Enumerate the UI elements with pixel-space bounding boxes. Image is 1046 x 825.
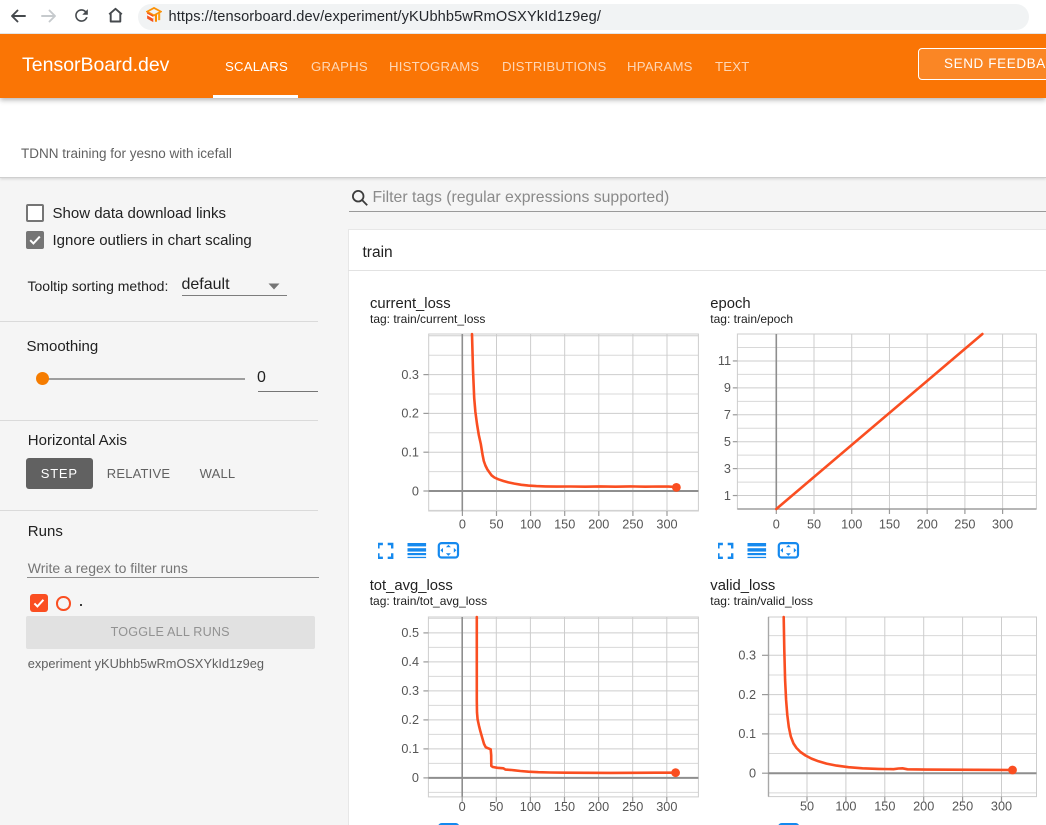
svg-text:300: 300: [992, 517, 1013, 531]
svg-text:100: 100: [841, 517, 862, 531]
svg-text:100: 100: [835, 800, 856, 814]
svg-text:50: 50: [799, 800, 813, 814]
svg-text:200: 200: [913, 800, 934, 814]
svg-text:0.2: 0.2: [401, 713, 419, 727]
svg-text:0: 0: [458, 517, 465, 531]
svg-text:250: 250: [622, 517, 643, 531]
svg-text:7: 7: [724, 408, 731, 422]
svg-text:5: 5: [724, 435, 731, 449]
svg-text:0.3: 0.3: [401, 684, 419, 698]
svg-text:300: 300: [990, 800, 1011, 814]
svg-text:150: 150: [554, 517, 575, 531]
svg-text:0: 0: [772, 517, 779, 531]
svg-text:0.3: 0.3: [401, 368, 419, 382]
svg-text:0.1: 0.1: [401, 742, 419, 756]
svg-text:0.2: 0.2: [738, 688, 756, 702]
svg-text:300: 300: [656, 517, 677, 531]
svg-text:100: 100: [520, 517, 541, 531]
svg-text:50: 50: [489, 517, 503, 531]
svg-text:250: 250: [954, 517, 975, 531]
svg-text:9: 9: [724, 381, 731, 395]
svg-text:250: 250: [952, 800, 973, 814]
svg-text:0: 0: [458, 799, 465, 813]
svg-text:150: 150: [878, 517, 899, 531]
svg-text:0: 0: [412, 484, 419, 498]
svg-text:250: 250: [622, 799, 643, 813]
svg-text:0.5: 0.5: [401, 626, 419, 640]
svg-text:0.3: 0.3: [738, 649, 756, 663]
svg-text:150: 150: [554, 799, 575, 813]
svg-text:11: 11: [717, 354, 730, 368]
svg-text:0.1: 0.1: [738, 727, 756, 741]
svg-text:200: 200: [588, 517, 609, 531]
svg-text:0.4: 0.4: [401, 655, 419, 669]
svg-text:0: 0: [748, 767, 755, 781]
svg-text:300: 300: [656, 799, 677, 813]
svg-text:100: 100: [519, 799, 540, 813]
svg-text:3: 3: [724, 462, 731, 476]
svg-text:1: 1: [724, 489, 731, 503]
svg-text:150: 150: [874, 800, 895, 814]
svg-text:0: 0: [412, 771, 419, 785]
svg-text:50: 50: [489, 799, 503, 813]
svg-text:200: 200: [916, 517, 937, 531]
svg-text:50: 50: [807, 517, 821, 531]
svg-text:0.1: 0.1: [401, 445, 419, 459]
svg-text:200: 200: [588, 799, 609, 813]
svg-text:0.2: 0.2: [401, 407, 419, 421]
